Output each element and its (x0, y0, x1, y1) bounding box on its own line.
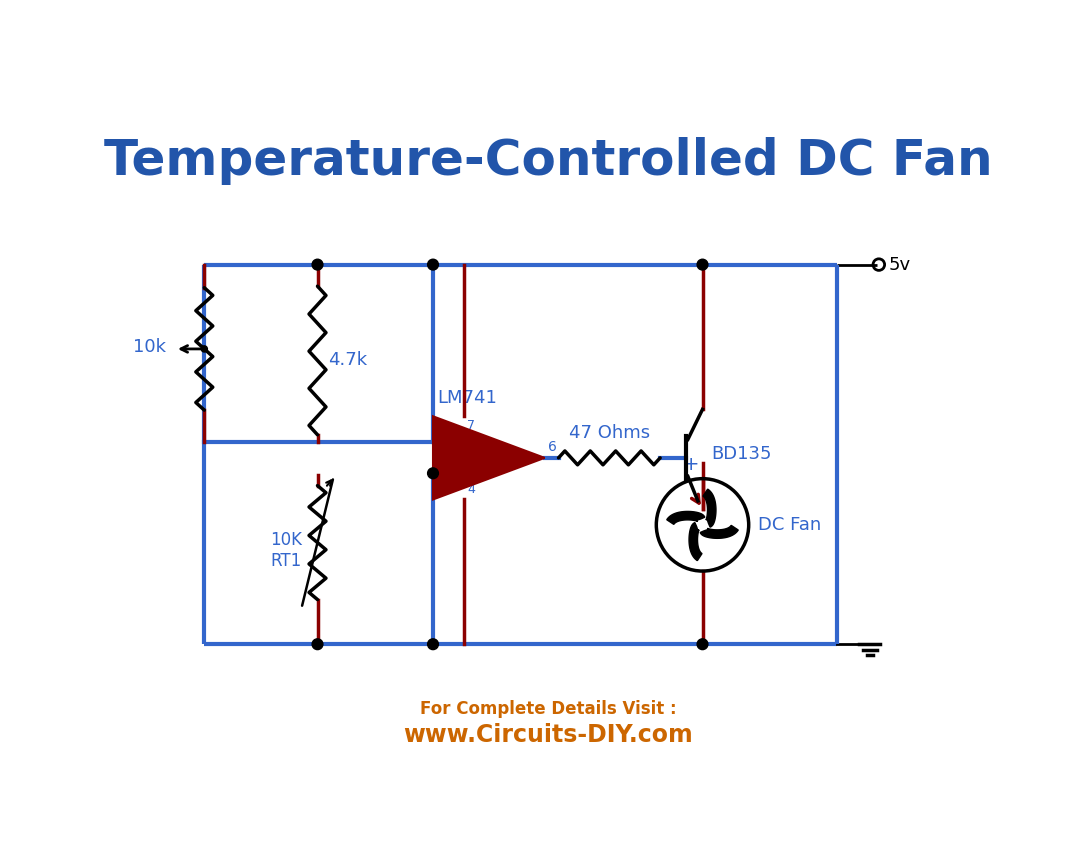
Circle shape (312, 259, 322, 270)
Text: 2: 2 (438, 458, 447, 472)
Text: 7: 7 (467, 419, 476, 432)
Text: www.Circuits-DIY.com: www.Circuits-DIY.com (404, 723, 693, 747)
Text: 10K
RT1: 10K RT1 (270, 530, 302, 569)
Text: Temperature-Controlled DC Fan: Temperature-Controlled DC Fan (104, 137, 993, 185)
Polygon shape (433, 416, 545, 499)
Circle shape (697, 259, 708, 270)
Polygon shape (700, 525, 738, 538)
Text: 4: 4 (467, 483, 476, 497)
Text: 47 Ohms: 47 Ohms (569, 424, 650, 442)
Text: DC Fan: DC Fan (758, 516, 821, 534)
Text: 3: 3 (438, 444, 447, 458)
Circle shape (201, 346, 208, 352)
Circle shape (427, 638, 438, 650)
Circle shape (427, 259, 438, 270)
Text: BD135: BD135 (712, 445, 772, 463)
Polygon shape (689, 523, 702, 561)
Circle shape (312, 638, 322, 650)
Text: 5v: 5v (888, 256, 910, 274)
Text: +: + (682, 455, 699, 474)
Text: For Complete Details Visit :: For Complete Details Visit : (420, 700, 677, 718)
Text: LM741: LM741 (437, 389, 497, 407)
Circle shape (697, 638, 708, 650)
Text: 10k: 10k (133, 338, 166, 356)
Polygon shape (667, 511, 705, 524)
Text: 4.7k: 4.7k (329, 352, 367, 370)
Text: 6: 6 (547, 440, 557, 454)
Polygon shape (703, 489, 715, 527)
Circle shape (427, 468, 438, 479)
